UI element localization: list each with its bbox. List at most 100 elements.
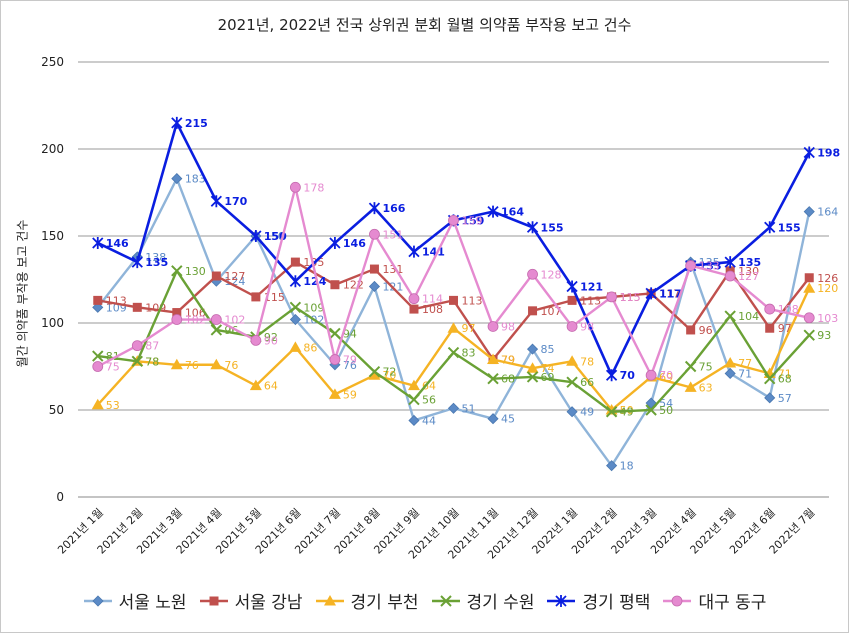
- data-point: [369, 264, 379, 274]
- data-label: 64: [422, 380, 436, 393]
- data-label: 115: [620, 291, 641, 304]
- data-point: [210, 195, 222, 208]
- data-label: 166: [382, 202, 405, 215]
- data-point: [171, 116, 183, 129]
- data-point: [170, 358, 183, 370]
- data-label: 121: [580, 280, 603, 293]
- data-label: 141: [422, 246, 445, 259]
- series-5: 1461352151701501241461661411591641551217…: [92, 116, 840, 382]
- data-label: 98: [501, 320, 515, 333]
- data-label: 44: [422, 414, 436, 427]
- data-point: [368, 369, 381, 380]
- data-point: [408, 393, 420, 406]
- data-label: 146: [106, 237, 129, 250]
- data-label: 86: [303, 341, 317, 354]
- legend: 서울 노원 서울 강남 경기 부천 경기 수원 경기 평택 대구 동구: [0, 588, 849, 613]
- data-point: [210, 358, 223, 370]
- legend-marker: [323, 594, 336, 605]
- data-point: [250, 230, 262, 242]
- y-tick-label: 250: [41, 55, 64, 69]
- data-label: 151: [382, 228, 403, 241]
- data-point: [408, 245, 420, 258]
- data-label: 56: [422, 394, 436, 407]
- data-label: 64: [264, 380, 278, 393]
- data-point: [566, 321, 578, 332]
- data-label: 102: [185, 314, 206, 327]
- data-point: [289, 181, 301, 193]
- data-point: [211, 271, 221, 281]
- data-point: [645, 369, 657, 381]
- data-point: [289, 301, 302, 314]
- data-label: 78: [580, 355, 594, 368]
- data-label: 68: [778, 373, 792, 386]
- data-label: 98: [580, 320, 594, 333]
- data-label: 130: [185, 265, 206, 278]
- data-point: [92, 361, 104, 372]
- legend-label: 경기 수원: [466, 593, 535, 613]
- data-point: [764, 303, 776, 315]
- data-label: 103: [817, 312, 838, 325]
- data-point: [449, 295, 458, 305]
- data-label: 50: [659, 404, 673, 417]
- data-point: [764, 221, 776, 234]
- data-point: [686, 325, 696, 335]
- legend-swatch: [547, 594, 576, 607]
- data-point: [132, 302, 142, 312]
- data-label: 78: [145, 355, 159, 368]
- y-tick-label: 150: [41, 229, 64, 243]
- data-point: [172, 308, 182, 318]
- data-label: 69: [541, 371, 555, 384]
- data-label: 108: [778, 303, 799, 316]
- data-point: [566, 406, 578, 418]
- data-point: [290, 257, 300, 267]
- data-label: 164: [501, 206, 524, 219]
- data-point: [131, 256, 143, 269]
- data-label: 159: [462, 214, 485, 227]
- chart-title: 2021년, 2022년 전국 상위권 분회 월별 의약품 부작용 보고 건수: [217, 16, 632, 34]
- data-label: 87: [145, 340, 159, 353]
- data-label: 57: [778, 392, 792, 405]
- data-point: [487, 353, 500, 365]
- data-point: [329, 236, 341, 249]
- data-point: [487, 321, 499, 332]
- data-label: 66: [580, 376, 594, 389]
- data-point: [131, 340, 143, 352]
- data-point: [91, 398, 104, 410]
- data-point: [487, 205, 499, 218]
- data-label: 83: [462, 347, 476, 360]
- data-label: 150: [264, 230, 285, 243]
- data-label: 133: [699, 260, 720, 273]
- data-point: [92, 236, 104, 249]
- data-label: 75: [106, 361, 120, 374]
- data-point: [250, 334, 262, 346]
- data-label: 96: [699, 324, 713, 337]
- data-point: [369, 228, 380, 240]
- data-label: 68: [501, 373, 515, 386]
- data-label: 159: [462, 214, 483, 227]
- data-label: 114: [422, 293, 443, 306]
- data-label: 126: [817, 272, 838, 285]
- legend-item-3: 경기 부천: [315, 588, 419, 613]
- data-label: 75: [699, 361, 713, 374]
- data-label: 127: [224, 270, 245, 283]
- y-tick-label: 50: [49, 403, 64, 417]
- legend-item-4: 경기 수원: [431, 588, 535, 613]
- legend-swatch: [663, 595, 692, 606]
- y-tick-label: 200: [41, 142, 64, 156]
- legend-swatch: [315, 594, 344, 605]
- data-label: 63: [699, 381, 713, 394]
- data-label: 198: [817, 146, 840, 159]
- data-label: 127: [738, 270, 759, 283]
- data-label: 178: [303, 181, 324, 194]
- data-label: 106: [185, 307, 206, 320]
- data-label: 108: [422, 303, 443, 316]
- data-point: [724, 367, 736, 380]
- data-point: [289, 275, 302, 288]
- data-label: 79: [343, 354, 357, 367]
- legend-item-5: 경기 평택: [546, 588, 650, 613]
- data-point: [251, 292, 261, 302]
- data-label: 146: [343, 237, 366, 250]
- data-label: 76: [185, 359, 199, 372]
